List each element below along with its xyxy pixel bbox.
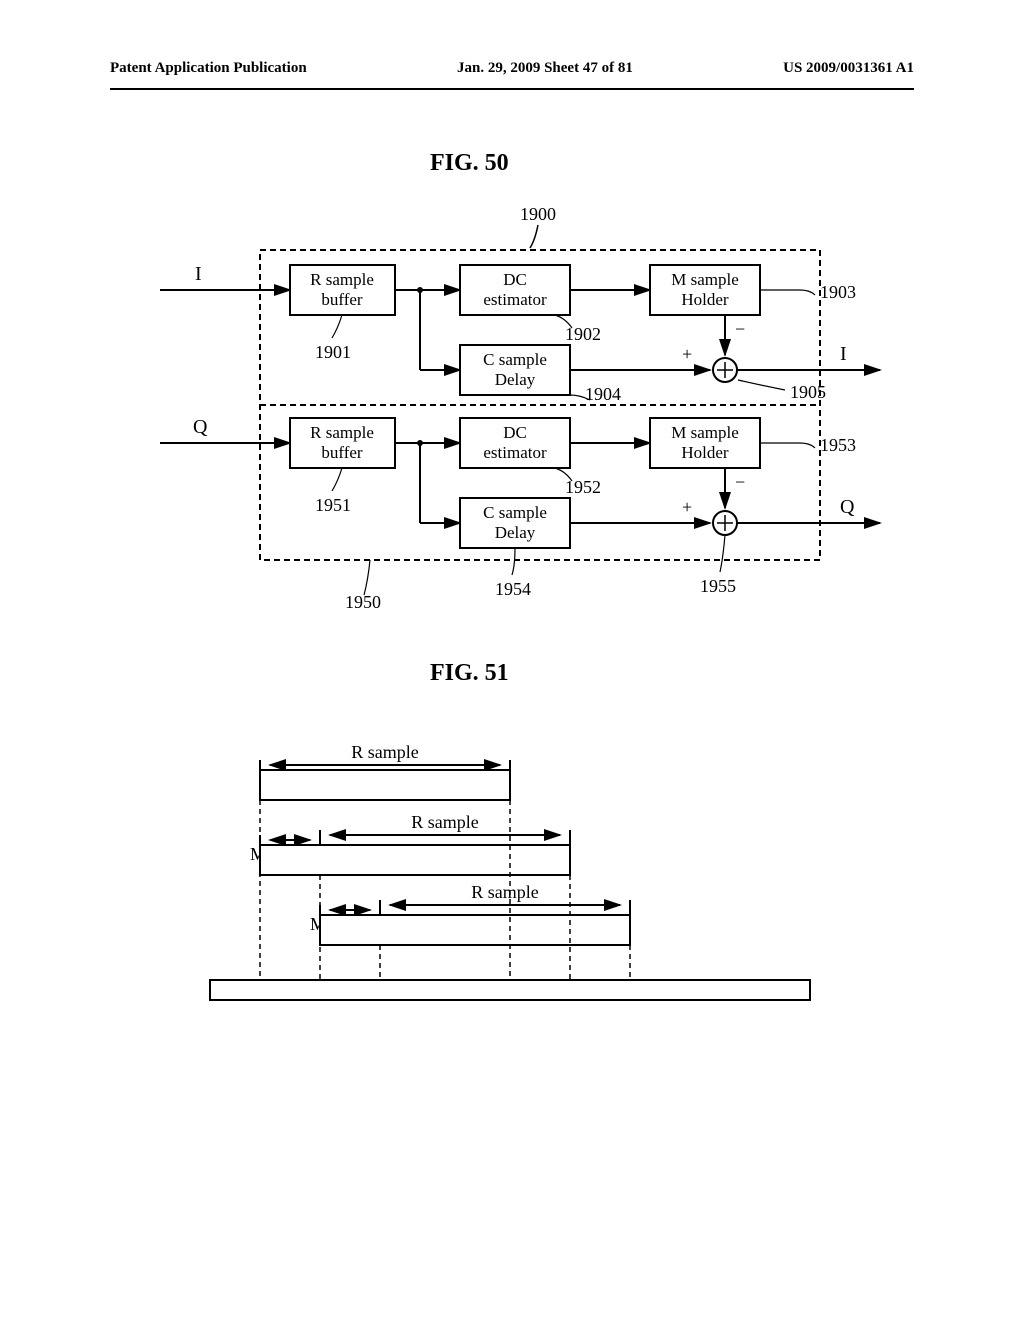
block-dc-q-l2: estimator [483,443,547,462]
header-center: Jan. 29, 2009 Sheet 47 of 81 [457,60,633,77]
block-m-i-l2: Holder [681,290,729,309]
ref-1903: 1903 [820,282,856,302]
ref-1953: 1953 [820,435,856,455]
block-r-buffer-i-l1: R sample [310,270,374,289]
ref-1954: 1954 [495,579,531,599]
block-r-buffer-q-l2: buffer [321,443,363,462]
block-r-buffer-q-l1: R sample [310,423,374,442]
r-sample-3: R sample [471,882,539,902]
ref-1951: 1951 [315,495,351,515]
ref-1902: 1902 [565,324,601,344]
ref-1950: 1950 [345,592,381,610]
ref-1905: 1905 [790,382,826,402]
r-sample-1: R sample [351,742,419,762]
fig51-title: FIG. 51 [430,660,509,687]
block-dc-i-l1: DC [503,270,527,289]
input-q-label: Q [193,416,208,438]
r-sample-2: R sample [411,812,479,832]
page-header: Patent Application Publication Jan. 29, … [110,60,914,77]
block-c-i-l1: C sample [483,350,547,369]
output-q-label: Q [840,496,855,518]
block-c-q-l1: C sample [483,503,547,522]
ref-1900: 1900 [520,204,556,224]
ref-1955: 1955 [700,576,736,596]
block-c-q-l2: Delay [495,523,536,542]
ref-1904: 1904 [585,384,621,404]
minus-i: − [735,319,745,339]
fig50-diagram: 1900 I R sample buffer DC estimator M sa… [120,200,900,615]
block-dc-q-l1: DC [503,423,527,442]
plus-i: + [682,344,692,364]
block-m-q-l2: Holder [681,443,729,462]
header-right: US 2009/0031361 A1 [783,60,914,77]
block-dc-i-l2: estimator [483,290,547,309]
header-left: Patent Application Publication [110,60,307,77]
block-m-q-l1: M sample [671,423,739,442]
ref-1901: 1901 [315,342,351,362]
block-m-i-l1: M sample [671,270,739,289]
fig51-diagram: R sample R sample M sample R sample M sa… [200,730,820,1035]
output-i-label: I [840,343,847,365]
plus-q: + [682,497,692,517]
block-c-i-l2: Delay [495,370,536,389]
ref-1952: 1952 [565,477,601,497]
header-rule [110,88,914,90]
minus-q: − [735,472,745,492]
block-r-buffer-i-l2: buffer [321,290,363,309]
fig50-title: FIG. 50 [430,150,509,177]
input-i-label: I [195,263,202,285]
